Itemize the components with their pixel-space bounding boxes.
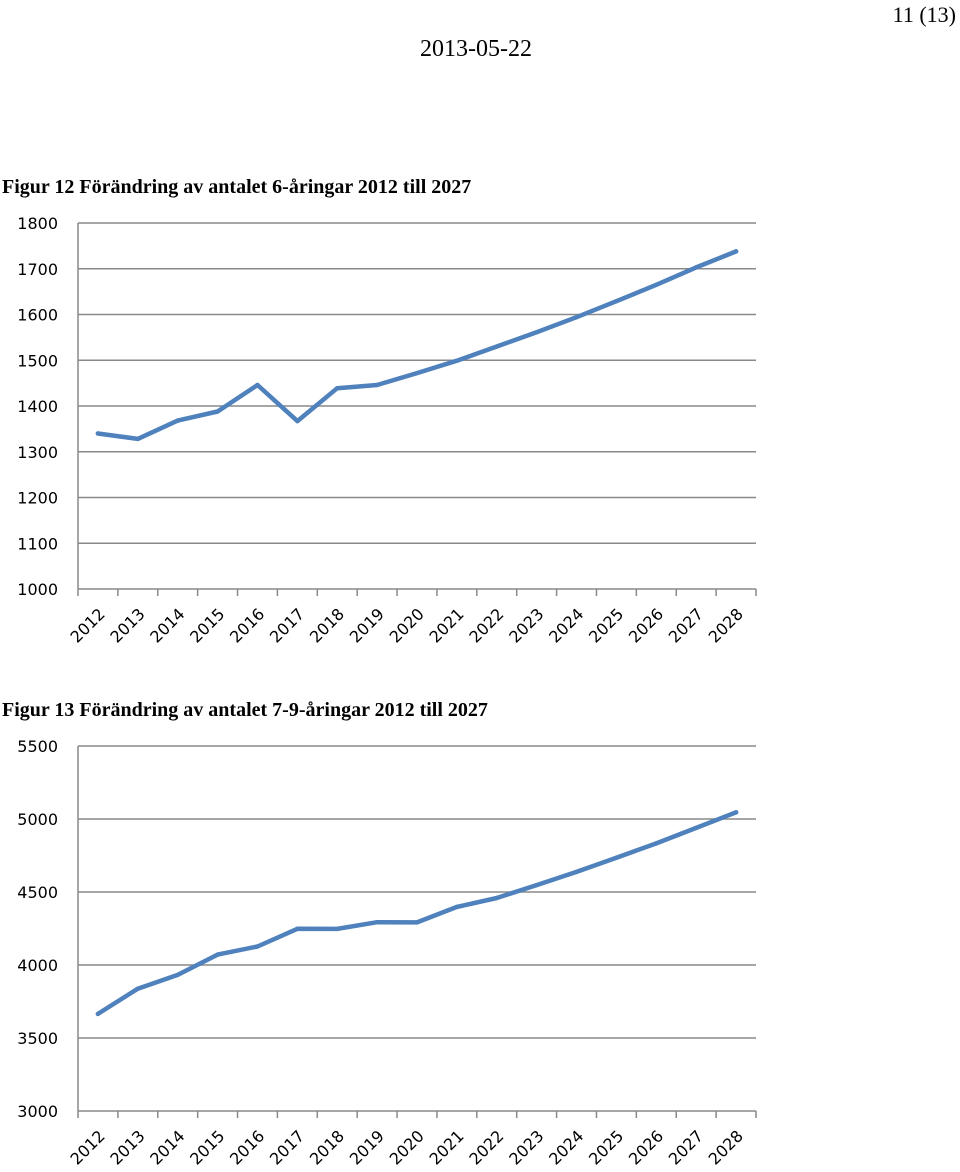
fig13-x-tick-label: 2019 [346, 1126, 388, 1168]
fig12-x-tick-label: 2028 [705, 604, 747, 646]
figure-12-line-chart: 1000 1100 1200 1300 1400 1500 1600 1700 1800 2012… [17, 214, 757, 647]
fig12-y-tick-label: 1600 [17, 306, 58, 325]
fig13-data-point [255, 944, 260, 949]
fig13-data-point [175, 972, 180, 978]
fig13-data-point [295, 926, 300, 931]
fig13-x-tick-label: 2020 [386, 1126, 428, 1168]
page-number: 11 (13) [892, 2, 956, 27]
fig12-data-point [374, 382, 380, 388]
fig12-x-tick-label: 2023 [505, 604, 547, 646]
fig12-data-point [175, 418, 180, 423]
fig12-data-point [414, 370, 420, 376]
fig13-x-tick-label: 2022 [465, 1126, 507, 1168]
fig12-y-tick-label: 1400 [17, 397, 58, 416]
figure-13-line-chart: 3000 3500 4000 4500 5000 5500 2012201320142015… [17, 737, 757, 1169]
fig13-x-tick-label: 2016 [226, 1126, 268, 1168]
document-date: 2013-05-22 [420, 36, 532, 62]
fig13-y-tick-label: 4000 [17, 956, 58, 975]
fig13-x-tick-label: 2028 [705, 1126, 747, 1168]
fig12-x-tick-label: 2027 [665, 604, 707, 646]
fig13-x-tick-label: 2015 [186, 1126, 228, 1168]
fig13-data-point [414, 920, 420, 925]
fig13-y-tick-label: 5500 [17, 737, 58, 756]
fig12-data-point [255, 382, 260, 388]
fig12-data-point [693, 265, 699, 270]
fig13-data-point [494, 895, 499, 901]
fig13-y-tick-label: 5000 [17, 810, 58, 829]
fig12-data-point [95, 431, 101, 436]
fig13-data-point [215, 952, 220, 957]
fig12-x-tick-label: 2017 [266, 604, 308, 646]
fig13-y-tick-label: 4500 [17, 883, 58, 902]
fig13-data-point [95, 1011, 101, 1017]
fig12-data-point [335, 385, 340, 391]
fig12-y-tick-label: 1700 [17, 260, 58, 279]
fig13-data-point [733, 810, 739, 815]
fig12-x-tick-label: 2026 [625, 604, 667, 646]
fig12-x-tick-label: 2022 [465, 604, 507, 646]
fig13-y-tick-label: 3000 [17, 1102, 58, 1121]
fig13-x-tick-label: 2025 [585, 1126, 627, 1168]
fig13-data-point [534, 882, 539, 888]
fig13-x-tick-label: 2018 [306, 1126, 348, 1168]
fig13-x-tick-label: 2027 [665, 1126, 707, 1168]
fig13-data-point [614, 855, 619, 860]
fig12-data-point [534, 330, 539, 335]
fig12-x-tick-label: 2020 [386, 604, 428, 646]
fig12-data-point [654, 282, 659, 287]
fig12-data-point [295, 418, 300, 424]
fig13-data-point [454, 904, 460, 910]
fig12-data-point [454, 358, 460, 363]
fig13-x-tick-label: 2013 [106, 1126, 148, 1168]
fig12-y-tick-label: 1300 [17, 443, 58, 462]
fig12-x-tick-label: 2014 [146, 604, 188, 646]
fig12-y-tick-label: 1800 [17, 214, 58, 233]
fig12-x-tick-label: 2015 [186, 604, 228, 646]
fig12-y-tick-label: 1000 [17, 580, 58, 599]
fig13-data-point [335, 926, 340, 932]
fig12-x-tick-label: 2016 [226, 604, 268, 646]
fig12-data-point [574, 315, 579, 320]
fig13-x-tick-label: 2012 [67, 1126, 109, 1168]
fig12-data-point [135, 436, 141, 442]
fig12-x-tick-label: 2013 [106, 604, 148, 646]
fig13-x-tick-label: 2026 [625, 1126, 667, 1168]
fig13-data-point [374, 920, 380, 925]
fig12-x-tick-label: 2018 [306, 604, 348, 646]
fig13-series-line [95, 810, 739, 1017]
fig12-x-tick-label: 2012 [67, 604, 109, 646]
fig13-x-tick-label: 2023 [505, 1126, 547, 1168]
fig12-data-point [733, 249, 739, 254]
fig12-data-point [494, 344, 499, 349]
figure-12-title: Figur 12 Förändring av antalet 6-åringar… [2, 176, 472, 198]
fig12-x-tick-label: 2019 [346, 604, 388, 646]
fig12-series-line [95, 249, 739, 442]
fig12-x-tick-label: 2025 [585, 604, 627, 646]
fig12-y-tick-label: 1200 [17, 489, 58, 508]
fig13-data-point [135, 986, 141, 991]
fig12-x-tick-label: 2024 [545, 604, 587, 646]
fig13-x-tick-label: 2014 [146, 1126, 188, 1168]
fig12-x-tick-label: 2021 [425, 604, 467, 646]
fig12-data-point [215, 409, 220, 414]
fig13-data-point [574, 869, 579, 875]
fig13-data-point [654, 841, 659, 846]
fig13-x-tick-label: 2024 [545, 1126, 587, 1168]
fig12-y-tick-label: 1100 [17, 534, 58, 553]
fig12-y-tick-label: 1500 [17, 351, 58, 370]
fig13-x-tick-label: 2021 [425, 1126, 467, 1168]
fig12-data-point [614, 299, 619, 304]
fig13-data-point [693, 825, 699, 831]
figure-13-title: Figur 13 Förändring av antalet 7-9-åring… [2, 699, 488, 721]
fig13-y-tick-label: 3500 [17, 1029, 58, 1048]
fig13-x-tick-label: 2017 [266, 1126, 308, 1168]
